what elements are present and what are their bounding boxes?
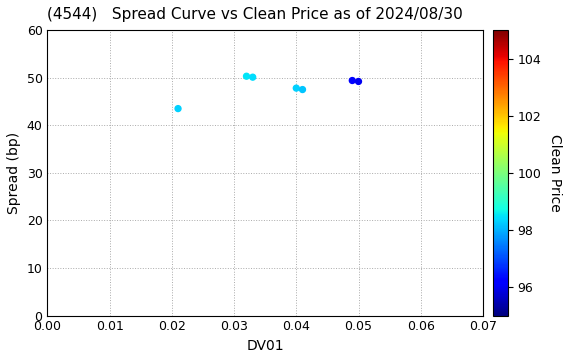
Point bbox=[354, 78, 363, 84]
Point bbox=[298, 87, 307, 93]
X-axis label: DV01: DV01 bbox=[246, 339, 284, 353]
Y-axis label: Clean Price: Clean Price bbox=[548, 134, 562, 212]
Y-axis label: Spread (bp): Spread (bp) bbox=[7, 132, 21, 214]
Point bbox=[248, 74, 258, 80]
Point bbox=[347, 78, 357, 84]
Point bbox=[242, 73, 251, 79]
Point bbox=[173, 106, 183, 112]
Point bbox=[292, 85, 301, 91]
Text: (4544)   Spread Curve vs Clean Price as of 2024/08/30: (4544) Spread Curve vs Clean Price as of… bbox=[48, 7, 463, 22]
